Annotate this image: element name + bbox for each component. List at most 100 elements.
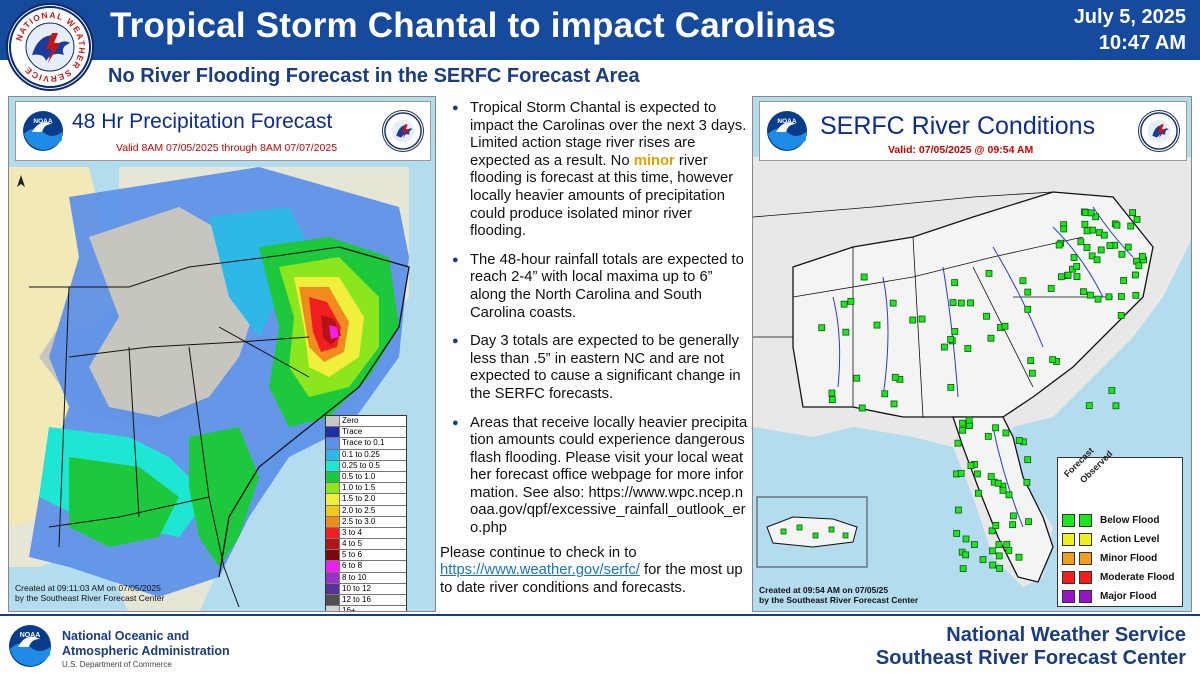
gauge-marker	[891, 373, 899, 381]
gauge-marker	[1092, 213, 1100, 221]
gauge-marker	[847, 297, 855, 305]
gauge-marker	[959, 419, 966, 427]
gauge-marker	[1097, 246, 1105, 254]
precip-legend-label: 5 to 6	[342, 550, 363, 560]
river-legend-observed-swatch	[1079, 551, 1092, 565]
gauge-marker	[1133, 216, 1141, 223]
gauge-marker	[828, 526, 835, 533]
serfc-link[interactable]: https://www.weather.gov/serfc/	[440, 562, 640, 579]
river-legend-forecast-swatch	[1062, 513, 1075, 527]
gauge-marker	[842, 532, 849, 539]
river-map-graphic	[753, 157, 1191, 587]
gauge-marker	[858, 404, 866, 412]
gauge-marker	[873, 321, 881, 329]
precip-map-valid: Valid 8AM 07/05/2025 through 8AM 07/07/2…	[116, 142, 338, 154]
precip-legend-label: 1.5 to 2.0	[342, 494, 376, 504]
bullet-list: Tropical Storm Chantal is expected to im…	[440, 100, 748, 538]
precip-legend-swatch	[326, 416, 340, 427]
river-map-title: SERFC River Conditions	[820, 112, 1096, 140]
precip-legend-label: Zero	[342, 416, 359, 425]
precip-legend-row: 1.0 to 1.5	[326, 483, 406, 495]
gauge-marker	[974, 489, 982, 497]
precip-legend-label: 0.25 to 0.5	[342, 460, 380, 470]
gauge-marker	[1024, 305, 1032, 313]
river-created: Created at 09:54 AM on 07/05/25 by the S…	[759, 585, 919, 605]
gauge-marker	[812, 532, 819, 539]
bullet-4: Areas that receive locally heavier preci…	[440, 415, 748, 538]
river-legend-label: Action Level	[1100, 533, 1160, 545]
gauge-marker	[1108, 387, 1116, 394]
gauge-marker	[1087, 291, 1094, 299]
precip-legend-swatch	[326, 561, 340, 572]
gauge-marker	[992, 522, 1000, 529]
gauge-marker	[951, 279, 959, 287]
serfc-footer-name: Southeast River Forecast Center	[875, 647, 1186, 669]
gauge-marker	[959, 426, 967, 434]
precip-legend-swatch	[326, 494, 340, 505]
precip-legend-label: 10 to 12	[342, 583, 371, 593]
gauge-marker	[954, 439, 962, 447]
precip-legend-label: 0.5 to 1.0	[342, 471, 376, 481]
gauge-marker	[918, 315, 926, 323]
noaa-name-line1: National Oceanic and	[62, 629, 190, 643]
gauge-marker	[1120, 277, 1127, 284]
noaa-mini-icon-right: NOAA	[767, 111, 807, 151]
gauge-marker	[967, 462, 975, 470]
precip-legend-row: 0.1 to 0.25	[326, 449, 406, 461]
nws-seal-logo: NATIONAL WEATHER SERVICE	[6, 3, 94, 91]
precip-legend-label: 3 to 4	[342, 527, 363, 537]
svg-text:NOAA: NOAA	[20, 632, 41, 639]
gauge-marker	[1081, 220, 1089, 228]
gauge-marker	[881, 390, 889, 398]
precip-legend-swatch	[326, 483, 340, 494]
noaa-mini-icon: NOAA	[23, 111, 63, 151]
river-legend-observed-swatch	[1079, 532, 1092, 546]
precip-legend-row: 10 to 12	[326, 583, 406, 595]
gauge-marker	[999, 486, 1007, 494]
river-legend-row: Moderate Flood	[1062, 569, 1174, 585]
precip-legend-swatch	[326, 595, 340, 606]
gauge-marker	[1129, 209, 1136, 217]
precip-legend-swatch	[326, 527, 340, 539]
header-time: 10:47 AM	[1098, 32, 1186, 54]
river-legend-row: Minor Flood	[1062, 550, 1157, 566]
gauge-marker	[962, 551, 970, 559]
gauge-marker	[953, 530, 961, 537]
gauge-marker	[957, 299, 965, 307]
noaa-department: U.S. Department of Commerce	[62, 660, 172, 669]
precip-legend-row: 5 to 6	[326, 550, 406, 562]
gauge-marker	[1094, 295, 1102, 303]
text-column: Tropical Storm Chantal is expected to im…	[440, 96, 748, 626]
gauge-marker	[951, 328, 959, 335]
precip-legend-swatch	[326, 550, 340, 561]
gauge-marker	[949, 299, 957, 306]
header-date: July 5, 2025	[1073, 6, 1186, 28]
gauge-marker	[1093, 256, 1101, 264]
gauge-marker	[1138, 252, 1146, 260]
gauge-marker	[1049, 356, 1057, 364]
gauge-marker	[1117, 293, 1125, 300]
gauge-marker	[985, 269, 993, 277]
gauge-marker	[1009, 512, 1017, 520]
header-bar: Tropical Storm Chantal to impact Carolin…	[0, 0, 1200, 60]
gauge-marker	[983, 312, 990, 320]
precip-legend-label: 8 to 10	[342, 572, 367, 582]
gauge-marker	[984, 432, 992, 440]
gauge-marker	[1105, 293, 1113, 301]
gauge-marker	[964, 345, 972, 352]
noaa-name-line2: Atmospheric Administration	[62, 644, 230, 658]
svg-text:NOAA: NOAA	[33, 118, 52, 125]
precip-legend-label: 0.1 to 0.25	[342, 449, 380, 459]
gauge-marker	[796, 524, 803, 531]
gauge-marker	[992, 424, 999, 432]
precip-legend-row: 2.5 to 3.0	[326, 516, 406, 528]
minor-highlight: minor	[633, 152, 675, 169]
precip-legend-label: 2.0 to 2.5	[342, 505, 376, 515]
river-legend-row: Action Level	[1062, 531, 1159, 547]
gauge-marker	[989, 561, 997, 569]
page-subtitle: No River Flooding Forecast in the SERFC …	[108, 65, 640, 87]
river-legend: Forecast Observed Below Flood Action Leve…	[1057, 445, 1183, 607]
gauge-marker	[1015, 553, 1023, 561]
precip-legend-swatch	[326, 427, 340, 438]
gauge-marker	[1083, 227, 1091, 235]
